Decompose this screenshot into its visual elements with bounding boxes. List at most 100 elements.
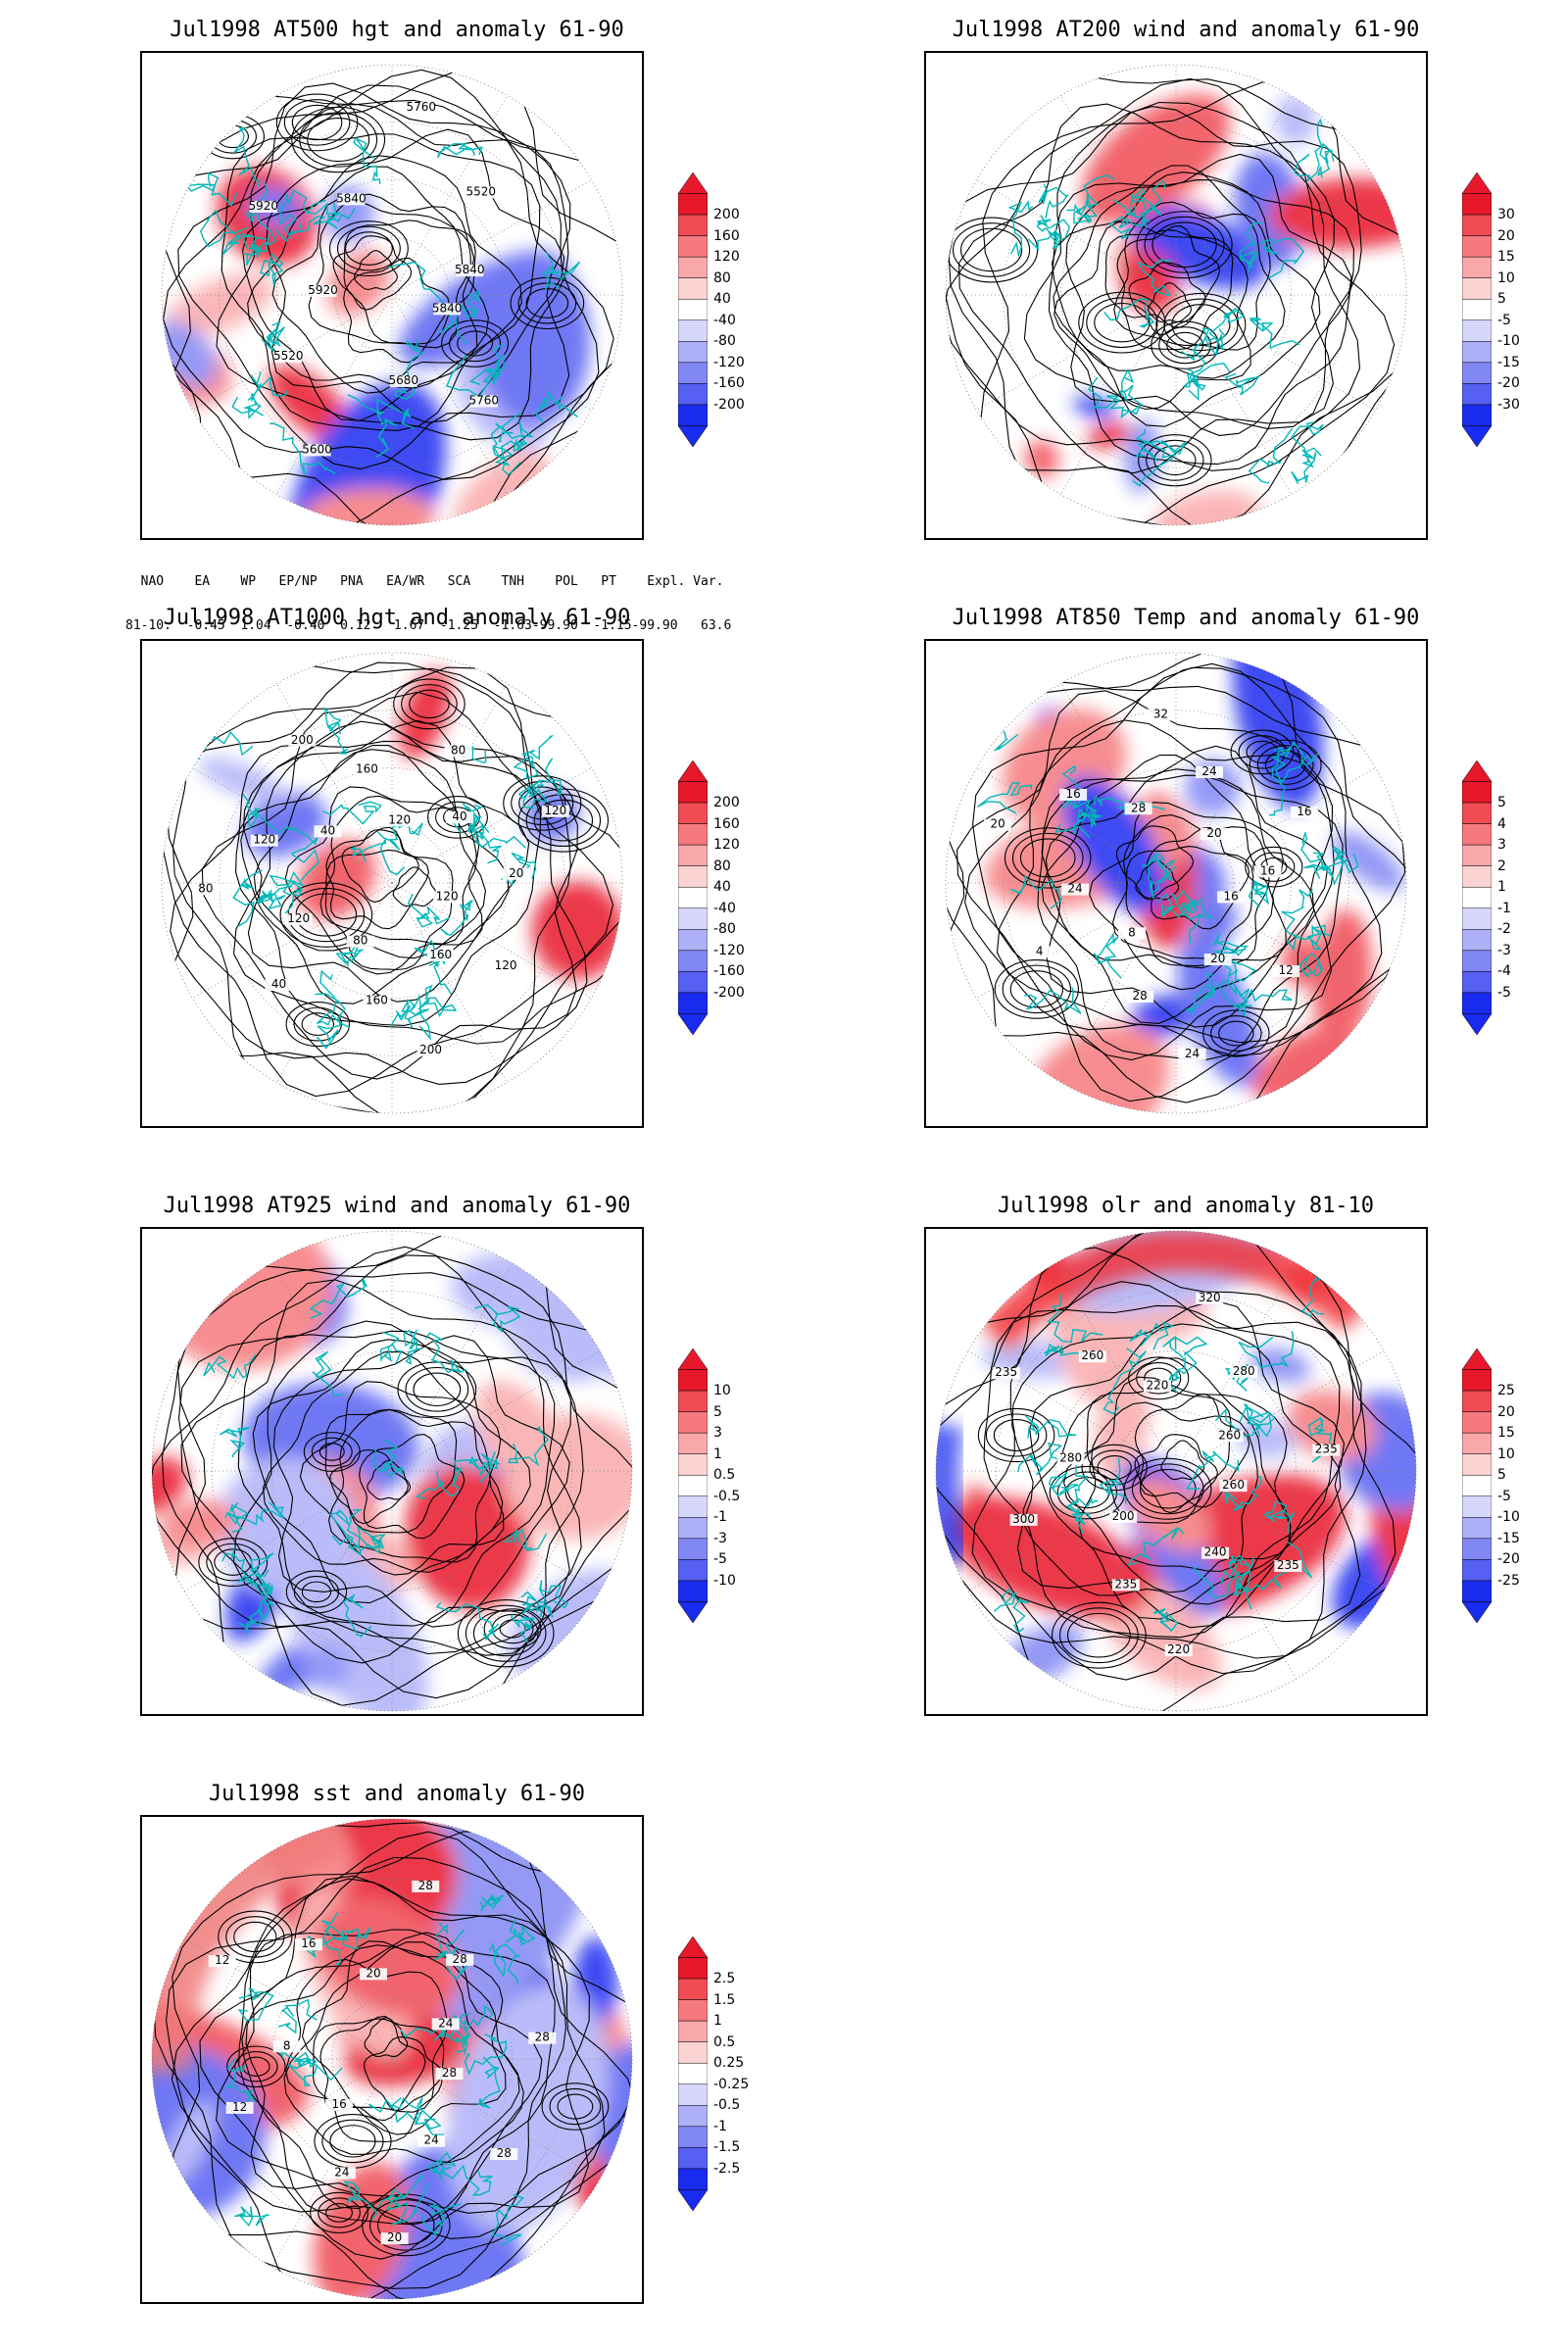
coastline [1088, 376, 1143, 419]
colorbar-bin [678, 1999, 708, 2022]
coastline [233, 126, 260, 187]
coastline [491, 2193, 524, 2246]
contour-line [518, 786, 566, 820]
contour-line [1086, 297, 1158, 348]
negative-anomaly [1234, 1417, 1296, 1459]
colorbar-graphic [678, 1936, 708, 2211]
contour-label-bg [346, 935, 374, 948]
colorbar-arrow-bottom [678, 1601, 708, 1623]
contour-line [1138, 434, 1212, 487]
coastline [341, 1926, 371, 1950]
contour-line [449, 324, 502, 363]
teleconnection-indices: NAO EA WP EP/NP PNA EA/WR SCA TNH POL PT… [125, 545, 731, 662]
contour-label-bg [426, 950, 455, 962]
contour-line [392, 866, 437, 907]
coastline [469, 343, 505, 385]
colorbar-arrow-bottom [1462, 1601, 1492, 1623]
positive-anomaly [1152, 490, 1260, 525]
contour-label-bg [1059, 788, 1088, 801]
colorbar: 30 20 15 10 5 -5 -10 -15 -20 -30 [1462, 172, 1550, 447]
colorbar-bin [678, 193, 708, 216]
contour-line [301, 1012, 335, 1036]
contour-label: 235 [995, 1365, 1017, 1379]
colorbar-bin [678, 1517, 708, 1540]
coastline [388, 2096, 442, 2131]
contour-line [1089, 802, 1287, 991]
contour-label-bg [1056, 1452, 1085, 1465]
contour-label-bg [1274, 1560, 1302, 1573]
colorbar-bin [1462, 844, 1492, 866]
negative-anomaly [305, 1645, 350, 1690]
coastline [479, 1893, 505, 1912]
contour-line [1004, 827, 1092, 889]
colorbar-graphic [1462, 1348, 1492, 1623]
coastline [1185, 973, 1217, 1015]
contour-label: 12 [215, 1953, 229, 1967]
colorbar-bin [678, 2168, 708, 2190]
coastline [242, 793, 289, 834]
coastlines [993, 1262, 1333, 1634]
coastline [1224, 372, 1260, 396]
coastline [353, 137, 381, 185]
contour-line [1245, 846, 1303, 888]
coastline [306, 199, 356, 229]
contour-label: 5920 [249, 199, 279, 213]
colorbar-bin [678, 256, 708, 278]
colorbar-bin [1462, 256, 1492, 278]
colorbar-bin [678, 865, 708, 888]
contour-line [234, 2051, 278, 2082]
contour-label: 300 [1012, 1512, 1035, 1526]
colorbar-bin [1462, 907, 1492, 930]
contour-line [983, 1304, 1341, 1639]
negative-anomaly [1130, 994, 1198, 1039]
colorbar-bin [678, 1495, 708, 1518]
contour-line [1153, 445, 1197, 476]
contour-line [1152, 221, 1217, 269]
coastline [1061, 764, 1091, 812]
contour-line [172, 662, 622, 1113]
coastline [181, 731, 254, 760]
contour-line [163, 69, 600, 480]
colorbar-arrow-bottom [678, 425, 708, 447]
colorbar-bin [678, 1978, 708, 2000]
contour-label-bg [417, 2134, 446, 2147]
contour-label-bg [274, 350, 303, 363]
contour-line [170, 691, 588, 1085]
coastline [1077, 804, 1103, 826]
negative-anomaly [447, 1984, 609, 2232]
coastline [1068, 1496, 1099, 1534]
contour-line [472, 1610, 539, 1657]
coastline [1017, 1442, 1068, 1476]
coastline [1044, 1343, 1086, 1362]
colorbar-bin [678, 781, 708, 804]
contour-label: 12 [232, 2100, 247, 2114]
contour-line [328, 220, 409, 277]
negative-anomaly [1127, 204, 1266, 289]
contour-line [233, 720, 571, 1045]
contour-label: 120 [287, 911, 310, 925]
colorbar-tick-label: 10 [713, 1383, 731, 1399]
contour-label: 280 [1059, 1450, 1082, 1464]
coastline [427, 2151, 457, 2181]
contour-line [318, 1443, 345, 1461]
colorbar: 5 4 3 2 1 -1 -2 -3 -4 -5 [1462, 760, 1550, 1035]
contour-label-bg [249, 200, 277, 213]
contour-label-bg [284, 913, 313, 926]
negative-anomaly [1061, 775, 1166, 913]
colorbar-tick-label: -160 [713, 375, 745, 392]
contour-label-bg [294, 1938, 322, 1951]
coastline [508, 1426, 550, 1467]
colorbar: 10 5 3 1 0.5 -0.5 -1 -3 -5 -10 [678, 1348, 766, 1623]
contour-line [946, 217, 1039, 283]
contour-line [465, 1604, 547, 1662]
contour-line [1097, 1454, 1132, 1481]
colorbar-tick-label: 160 [713, 815, 740, 832]
contour-line [225, 1916, 285, 1958]
contour-line [1053, 165, 1286, 379]
colorbar-bin [678, 1474, 708, 1497]
polar-map: 120 120 160 200 160 80 40 120 80 120 40 200 160 120 80… [161, 652, 623, 1114]
colorbar-tick-label: -3 [713, 1530, 727, 1546]
colorbar-bin [678, 341, 708, 364]
panel-title: Jul1998 AT500 hgt and anomaly 61-90 [170, 18, 624, 42]
colorbar-tick-label: 40 [713, 879, 731, 896]
